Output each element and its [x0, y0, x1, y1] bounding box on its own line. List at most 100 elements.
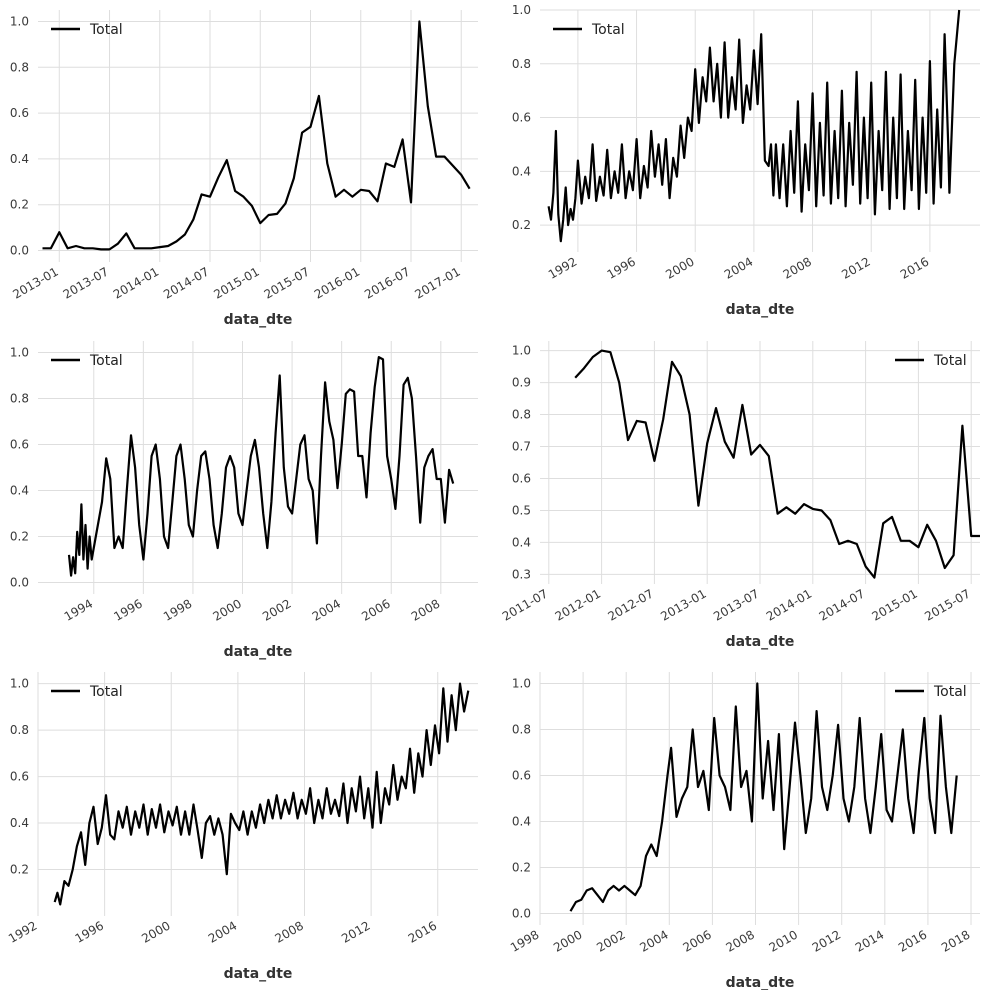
legend-label: Total	[591, 22, 625, 38]
y-tick-label: 1.0	[512, 3, 531, 17]
legend-label: Total	[89, 22, 123, 38]
y-tick-label: 0.2	[10, 198, 29, 212]
y-tick-label: 0.0	[512, 907, 531, 921]
legend: Total	[51, 353, 123, 369]
series-line-total	[569, 682, 958, 912]
x-tick-label: 2004	[722, 254, 755, 281]
y-tick-label: 1.0	[10, 677, 29, 691]
x-axis-label: data_dte	[726, 634, 795, 650]
y-tick-label: 0.8	[512, 408, 531, 422]
x-tick-label: 2016	[406, 918, 439, 945]
y-tick-label: 0.6	[512, 471, 531, 485]
x-tick-label: 2000	[139, 918, 172, 945]
x-tick-label: 2000	[211, 596, 244, 623]
x-tick-label: 2002	[594, 927, 627, 954]
y-tick-label: 0.6	[512, 111, 531, 125]
x-tick-label: 2016	[898, 254, 931, 281]
x-axis-label: data_dte	[726, 302, 795, 318]
y-tick-label: 0.2	[10, 863, 29, 877]
x-tick-label: 2000	[551, 927, 584, 954]
y-tick-label: 0.6	[10, 770, 29, 784]
x-tick-label: 2006	[359, 596, 392, 623]
x-tick-label: 2010	[767, 927, 800, 954]
x-tick-label: 2008	[273, 918, 306, 945]
x-tick-label: 2014	[853, 927, 886, 954]
x-tick-label: 2012-07	[605, 586, 655, 623]
legend: Total	[895, 353, 967, 369]
y-tick-label: 0.8	[10, 392, 29, 406]
x-tick-label: 2008	[724, 927, 757, 954]
y-tick-label: 0.4	[10, 484, 29, 498]
series-line-total	[53, 682, 470, 906]
y-tick-label: 0.8	[512, 57, 531, 71]
x-tick-label: 1996	[111, 596, 144, 623]
x-tick-label: 2015-01	[869, 586, 919, 623]
y-tick-label: 0.6	[10, 438, 29, 452]
y-tick-label: 0.6	[512, 769, 531, 783]
y-tick-label: 0.4	[10, 816, 29, 830]
y-tick-label: 0.3	[512, 567, 531, 581]
legend: Total	[553, 22, 625, 38]
x-tick-label: 2013-01	[658, 586, 708, 623]
x-axis-label: data_dte	[224, 966, 293, 982]
x-tick-label: 2014-01	[111, 264, 161, 301]
x-tick-label: 2016	[896, 927, 929, 954]
chart-panel-5: 0.2 0.4 0.6 0.8 1.0 1992 1996 2000 2004 2008 2012 2…	[6, 672, 478, 982]
y-tick-label: 0.0	[10, 576, 29, 590]
x-tick-label: 2015-07	[262, 264, 312, 301]
legend-label: Total	[89, 684, 123, 700]
x-tick-label: 2014-01	[764, 586, 814, 623]
x-tick-label: 2017-01	[412, 264, 462, 301]
legend-label: Total	[933, 684, 967, 700]
chart-panel-3: 0.0 0.2 0.4 0.6 0.8 1.0 1994 1996 1998 2000 2002 20…	[10, 341, 478, 660]
x-tick-label: 2012	[810, 927, 843, 954]
x-tick-label: 2018	[939, 927, 972, 954]
x-tick-label: 2011-07	[500, 586, 550, 623]
x-tick-label: 2012-01	[553, 586, 603, 623]
y-tick-label: 0.8	[512, 723, 531, 737]
x-tick-label: 2012	[339, 918, 372, 945]
series-line-total	[67, 356, 455, 577]
y-tick-label: 0.6	[10, 106, 29, 120]
y-tick-label: 0.9	[512, 376, 531, 390]
y-tick-label: 0.4	[512, 164, 531, 178]
x-tick-label: 2014-07	[817, 586, 867, 623]
y-tick-label: 0.4	[512, 535, 531, 549]
x-tick-label: 1992	[6, 918, 39, 945]
y-tick-label: 1.0	[512, 344, 531, 358]
x-tick-label: 2008	[781, 254, 814, 281]
x-tick-label: 2008	[409, 596, 442, 623]
legend: Total	[895, 684, 967, 700]
x-tick-label: 1994	[62, 596, 95, 623]
y-tick-label: 0.4	[512, 815, 531, 829]
x-tick-label: 1992	[546, 254, 579, 281]
x-tick-label: 2006	[680, 927, 713, 954]
y-tick-label: 0.2	[10, 530, 29, 544]
x-axis-label: data_dte	[726, 975, 795, 990]
series-line-total	[42, 20, 471, 251]
x-tick-label: 2016-01	[312, 264, 362, 301]
x-tick-label: 2004	[206, 918, 239, 945]
x-tick-label: 2004	[637, 927, 670, 954]
legend: Total	[51, 684, 123, 700]
legend-label: Total	[89, 353, 123, 369]
y-tick-label: 0.0	[10, 244, 29, 258]
x-tick-label: 2013-07	[61, 264, 111, 301]
y-tick-label: 0.8	[10, 60, 29, 74]
legend: Total	[51, 22, 123, 38]
y-tick-label: 0.2	[512, 218, 531, 232]
legend-label: Total	[933, 353, 967, 369]
chart-panel-6: 0.0 0.2 0.4 0.6 0.8 1.0 1998 2000 2002 2004 2006 20…	[508, 672, 980, 990]
chart-panel-2: 0.2 0.4 0.6 0.8 1.0 1992 1996 2000 2004 2008 2012 2…	[512, 3, 980, 318]
y-tick-label: 0.5	[512, 503, 531, 517]
x-tick-label: 2002	[260, 596, 293, 623]
x-tick-label: 2015-01	[211, 264, 261, 301]
x-tick-label: 1998	[508, 927, 541, 954]
y-tick-label: 0.4	[10, 152, 29, 166]
x-tick-label: 2004	[310, 596, 343, 623]
y-tick-label: 0.2	[512, 861, 531, 875]
x-tick-label: 2000	[663, 254, 696, 281]
